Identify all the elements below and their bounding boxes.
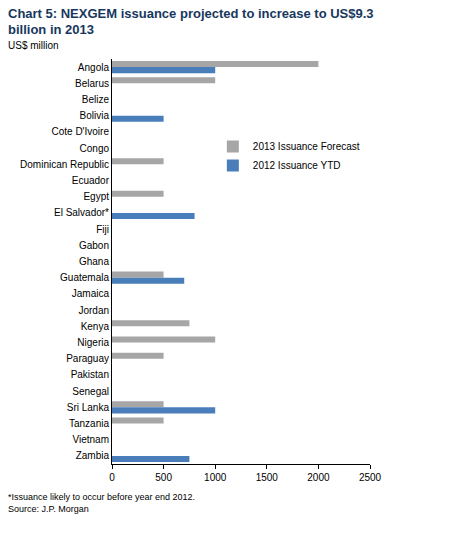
svg-text:2012 Issuance YTD: 2012 Issuance YTD: [253, 160, 341, 171]
svg-text:Zambia: Zambia: [76, 450, 110, 461]
svg-text:Belize: Belize: [82, 94, 110, 105]
svg-text:2013 Issuance Forecast: 2013 Issuance Forecast: [253, 141, 360, 152]
html-text:Source: J.P. Morgan: Source: J.P. Morgan: [8, 504, 89, 514]
svg-text:Jamaica: Jamaica: [72, 288, 110, 299]
svg-text:2000: 2000: [307, 472, 330, 483]
svg-text:Jordan: Jordan: [78, 305, 109, 316]
svg-text:Sri Lanka: Sri Lanka: [67, 402, 110, 413]
svg-text:1500: 1500: [256, 472, 279, 483]
svg-text:Cote D'Ivoire: Cote D'Ivoire: [52, 126, 110, 137]
svg-text:Vietnam: Vietnam: [72, 434, 109, 445]
html-text:*Issuance likely to occur befo: *Issuance likely to occur before year en…: [8, 492, 196, 502]
svg-text:Paraguay: Paraguay: [66, 353, 109, 364]
svg-text:Belarus: Belarus: [75, 78, 109, 89]
svg-text:Ghana: Ghana: [79, 256, 109, 267]
svg-text:Congo: Congo: [80, 143, 110, 154]
html-text:US$ million: US$ million: [8, 40, 59, 51]
svg-text:Nigeria: Nigeria: [77, 337, 109, 348]
svg-text:Dominican Republic: Dominican Republic: [20, 159, 109, 170]
svg-text:Guatemala: Guatemala: [60, 272, 109, 283]
svg-text:Ecuador: Ecuador: [72, 175, 110, 186]
svg-text:Pakistan: Pakistan: [71, 369, 109, 380]
html-text:Chart 5: NEXGEM issuance proje: Chart 5: NEXGEM issuance projected to in…: [8, 6, 374, 37]
svg-text:1000: 1000: [204, 472, 227, 483]
svg-text:0: 0: [109, 472, 115, 483]
svg-text:Bolivia: Bolivia: [80, 110, 110, 121]
svg-text:500: 500: [155, 472, 172, 483]
svg-text:Senegal: Senegal: [72, 386, 109, 397]
svg-text:Kenya: Kenya: [81, 321, 110, 332]
svg-text:2500: 2500: [359, 472, 382, 483]
svg-text:Tanzania: Tanzania: [69, 418, 109, 429]
svg-text:Gabon: Gabon: [79, 240, 109, 251]
svg-text:El Salvador*: El Salvador*: [54, 207, 109, 218]
svg-text:Angola: Angola: [78, 62, 110, 73]
svg-text:Fiji: Fiji: [96, 224, 109, 235]
svg-text:Egypt: Egypt: [83, 191, 109, 202]
